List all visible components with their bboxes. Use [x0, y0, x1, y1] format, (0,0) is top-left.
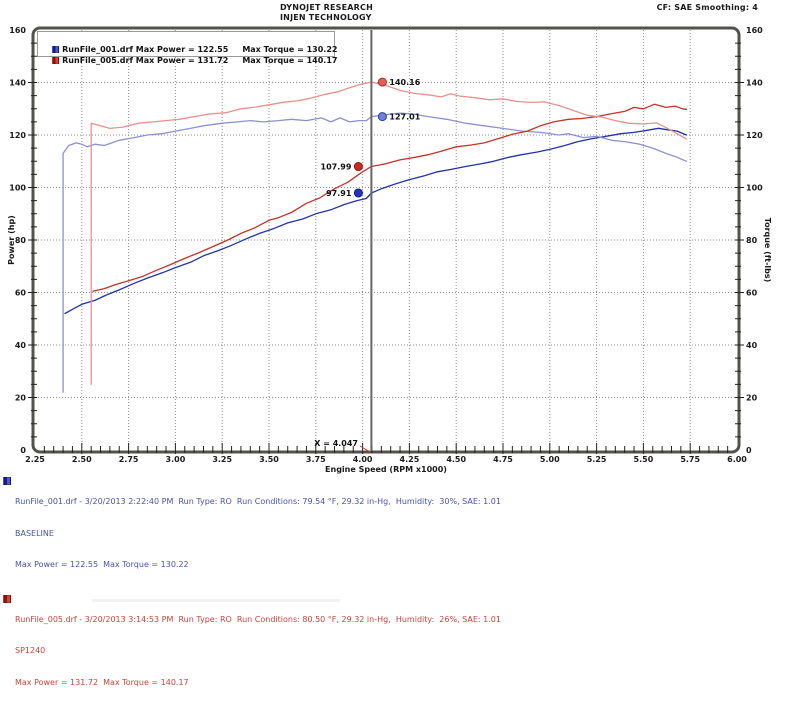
run1-max-line: Max Power = 122.55 Max Torque = 130.22: [15, 560, 189, 569]
run1-conditions-line: RunFile_001.drf - 3/20/2013 2:22:40 PM R…: [15, 497, 501, 506]
run1-label-line: BASELINE: [15, 528, 54, 538]
cursor-readout-value: 127.01: [389, 113, 420, 122]
correction-smoothing-info: CF: SAE Smoothing: 4: [656, 3, 758, 12]
run2-color-swatch-icon: [52, 57, 60, 64]
y-tick-label-left: 80: [15, 236, 27, 245]
curve-runfile-001-torque-ft-lbs-: [62, 112, 688, 393]
y-tick-label-right: 0: [746, 446, 752, 455]
cursor-marker-dot: [353, 188, 363, 198]
run-info-block: RunFile_001.drf - 3/20/2013 2:22:40 PM R…: [3, 476, 763, 711]
legend-run2-file-power: RunFile_005.drf Max Power = 131.72: [62, 56, 229, 65]
cursor-readout-value: 97.91: [326, 189, 352, 198]
dyno-graph-window: { "header": { "title_line1": "DYNOJET RE…: [3, 3, 772, 687]
x-tick-label: 3.75: [306, 455, 326, 464]
dyno-shop-title: DYNOJET RESEARCH: [280, 3, 374, 12]
y-tick-label-left: 20: [15, 394, 27, 403]
x-tick-label: 4.75: [493, 455, 513, 464]
x-tick-label: 3.50: [259, 455, 279, 464]
legend-run2-torque: Max Torque = 140.17: [242, 56, 338, 65]
cursor-marker-dot: [353, 162, 363, 172]
run-legend-box: RunFile_001.drf Max Power = 122.55 Max To…: [37, 31, 337, 65]
run2-info-lines: RunFile_005.drf - 3/20/2013 3:14:53 PM R…: [15, 594, 501, 710]
legend-run1-torque: Max Torque = 130.22: [242, 45, 338, 54]
x-tick-label: 3.00: [166, 455, 186, 464]
y-tick-label-right: 40: [746, 341, 758, 350]
legend-row-run2: RunFile_005.drf Max Power = 131.72 Max To…: [41, 44, 337, 65]
y-tick-label-right: 20: [746, 394, 758, 403]
x-tick-label: 5.00: [540, 455, 560, 464]
cursor-x-value-label: X = 4.047: [314, 439, 358, 448]
cursor-marker-dot: [377, 112, 387, 122]
y-axis-title-torque: Torque (ft-lbs): [763, 218, 772, 283]
cursor-marker-dot: [377, 77, 387, 87]
x-tick-label: 4.50: [446, 455, 466, 464]
y-tick-label-left: 0: [20, 446, 26, 455]
x-tick-label: 2.25: [25, 455, 45, 464]
y-tick-label-left: 140: [9, 79, 26, 88]
y-tick-label-left: 100: [9, 184, 26, 193]
y-tick-label-left: 120: [9, 131, 26, 140]
y-axis-title-power: Power (hp): [7, 215, 16, 265]
dyno-shop-subtitle: INJEN TECHNOLOGY: [280, 13, 372, 22]
cursor-label-pointer: [359, 445, 371, 453]
run1-color-swatch-icon: [3, 477, 11, 485]
y-tick-label-right: 80: [746, 236, 758, 245]
run2-label-line: SP1240: [15, 646, 46, 655]
y-tick-label-right: 60: [746, 289, 758, 298]
x-tick-label: 4.25: [400, 455, 420, 464]
run2-max-line: Max Power = 131.72 Max Torque = 140.17: [15, 677, 189, 687]
curve-runfile-005-power-hp-: [92, 103, 688, 292]
y-tick-label-right: 140: [746, 79, 763, 88]
x-tick-label: 4.00: [353, 455, 373, 464]
y-tick-label-right: 100: [746, 184, 763, 193]
x-tick-label: 6.00: [727, 455, 747, 464]
y-tick-label-left: 160: [9, 26, 26, 35]
x-tick-label: 5.75: [680, 455, 700, 464]
run1-info-lines: RunFile_001.drf - 3/20/2013 2:22:40 PM R…: [15, 476, 501, 592]
x-tick-label: 5.25: [587, 455, 607, 464]
dyno-chart-canvas: 140.16 127.01 107.99 97.91 2.25 2.50 2.75 3.00…: [7, 26, 772, 474]
y-tick-label-left: 40: [15, 341, 27, 350]
y-tick-label-right: 120: [746, 131, 763, 140]
run2-info-entry: RunFile_005.drf - 3/20/2013 3:14:53 PM R…: [3, 594, 763, 710]
x-axis-title: Engine Speed (RPM x1000): [325, 465, 447, 474]
cursor-readout-value: 140.16: [389, 78, 420, 87]
run1-info-entry: RunFile_001.drf - 3/20/2013 2:22:40 PM R…: [3, 476, 763, 592]
run2-conditions-line: RunFile_005.drf - 3/20/2013 3:14:53 PM R…: [15, 614, 501, 624]
x-tick-label: 3.25: [212, 455, 232, 464]
x-tick-label: 2.50: [72, 455, 92, 464]
run2-color-swatch-icon: [3, 594, 11, 603]
x-tick-label: 5.50: [634, 455, 654, 464]
y-tick-label-right: 160: [746, 26, 763, 35]
scan-artifact-line: [92, 599, 340, 602]
legend-run1-file-power: RunFile_001.drf Max Power = 122.55: [62, 45, 229, 54]
x-tick-label: 2.75: [119, 455, 139, 464]
cursor-readout-value: 107.99: [321, 163, 352, 172]
run1-color-swatch-icon: [52, 46, 60, 53]
legend-row-run1: RunFile_001.drf Max Power = 122.55 Max To…: [41, 33, 337, 54]
y-tick-label-left: 60: [15, 289, 27, 298]
